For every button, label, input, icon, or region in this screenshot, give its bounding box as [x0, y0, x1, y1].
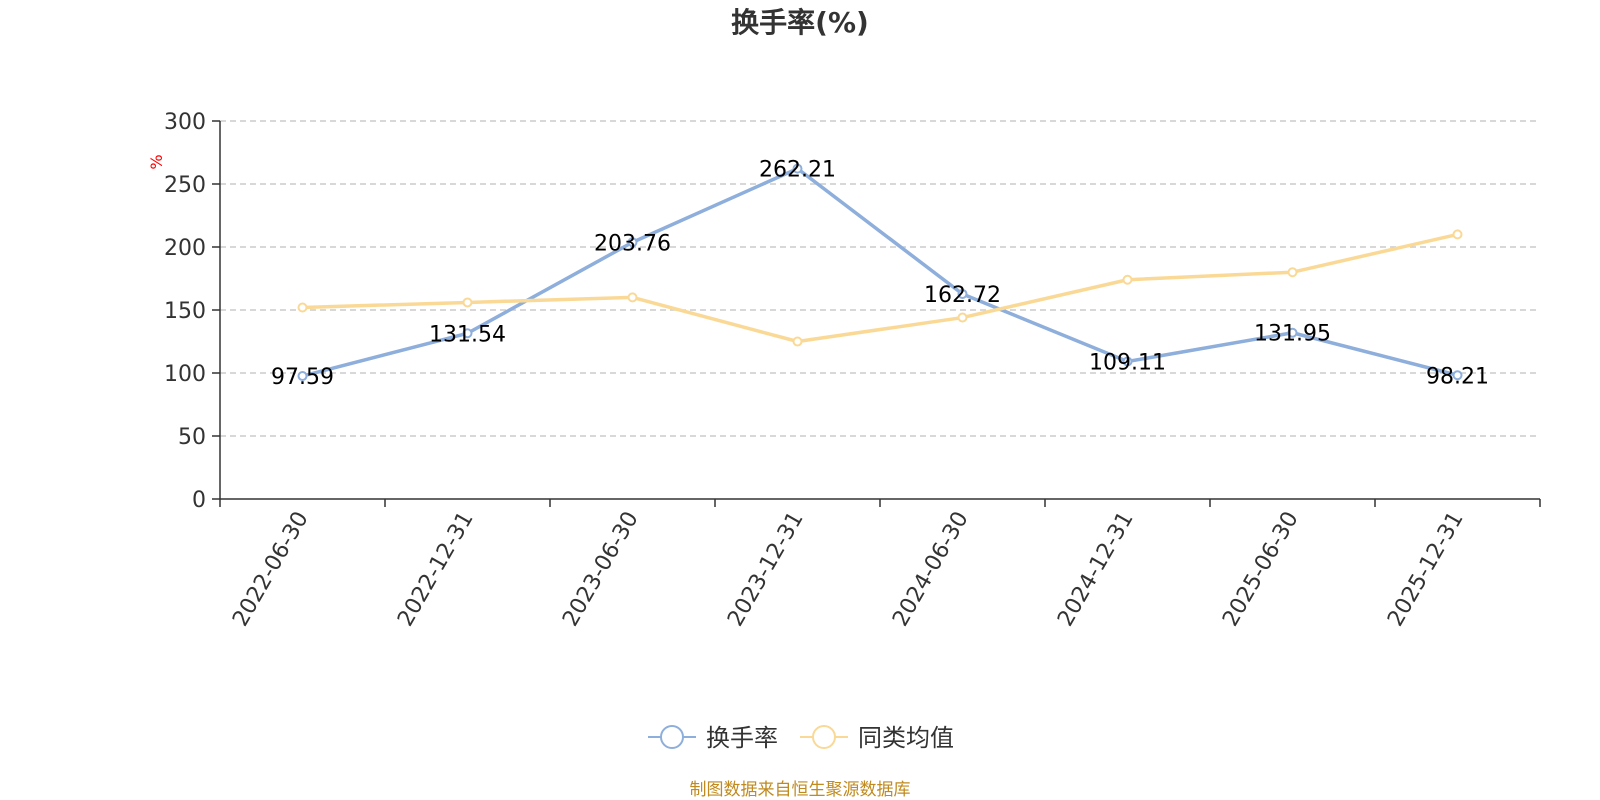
data-point	[627, 292, 638, 303]
chart-title: 换手率(%)	[731, 6, 869, 39]
data-point	[297, 302, 308, 313]
x-tick-label: 2022-06-30	[228, 508, 314, 631]
data-label: 109.11	[1089, 351, 1166, 376]
y-axis-unit: %	[147, 154, 166, 169]
x-tick-label: 2022-12-31	[393, 508, 479, 631]
legend[interactable]: 换手率 同类均值	[648, 724, 954, 752]
x-tick-label: 2025-12-31	[1383, 508, 1469, 631]
data-point	[462, 297, 473, 308]
y-tick-label: 300	[164, 110, 206, 135]
data-label: 97.59	[271, 365, 334, 390]
data-label: 131.54	[429, 322, 506, 347]
y-tick-label: 0	[192, 488, 206, 513]
data-point	[1452, 370, 1463, 381]
series-lines	[297, 163, 1463, 382]
x-tick-label: 2025-06-30	[1218, 508, 1304, 631]
series-line	[302, 166, 1458, 378]
data-point	[1287, 327, 1298, 338]
data-labels: 97.59 131.54 203.76 262.21 162.72 109.11 131.9…	[271, 158, 1489, 390]
legend-item[interactable]: 同类均值	[800, 724, 954, 752]
data-point	[957, 288, 968, 299]
data-point	[297, 371, 308, 382]
x-tick-label: 2024-06-30	[888, 508, 974, 631]
data-point	[462, 328, 473, 339]
data-label: 262.21	[759, 158, 836, 183]
x-tick-label: 2023-12-31	[723, 508, 809, 631]
data-point	[627, 237, 638, 248]
data-point	[1452, 229, 1463, 240]
data-point	[1122, 356, 1133, 367]
data-label: 131.95	[1254, 322, 1331, 347]
data-label: 162.72	[924, 283, 1001, 308]
source-note: 制图数据来自恒生聚源数据库	[690, 780, 911, 800]
x-tick-label: 2024-12-31	[1053, 508, 1139, 631]
data-point	[792, 336, 803, 347]
legend-label: 换手率	[706, 724, 778, 752]
grid-lines	[220, 120, 1540, 437]
y-tick-label: 50	[178, 425, 206, 450]
data-label: 203.76	[594, 231, 671, 256]
y-tick-label: 150	[164, 299, 206, 324]
y-tick-label: 200	[164, 236, 206, 261]
series-line	[302, 232, 1458, 344]
axes: 0 50 100 150 200 250 300 2022-06-30 2022-12-31 20…	[164, 110, 1541, 631]
legend-label: 同类均值	[858, 724, 954, 752]
x-tick-label: 2023-06-30	[558, 508, 644, 631]
legend-item[interactable]: 换手率	[648, 724, 778, 752]
legend-marker	[812, 725, 836, 749]
data-label: 98.21	[1426, 364, 1489, 389]
legend-marker	[660, 725, 684, 749]
data-point	[1287, 267, 1298, 278]
data-point	[957, 312, 968, 323]
data-point	[1122, 274, 1133, 285]
y-tick-label: 100	[164, 362, 206, 387]
data-point	[792, 163, 803, 174]
y-tick-label: 250	[164, 173, 206, 198]
